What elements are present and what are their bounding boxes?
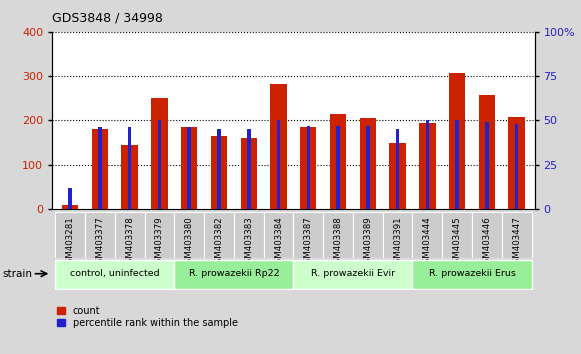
Bar [92, 129, 108, 209]
Bar [330, 114, 346, 209]
Text: GSM403387: GSM403387 [304, 216, 313, 269]
Bar [211, 136, 227, 209]
Text: control, uninfected: control, uninfected [70, 269, 160, 278]
Text: GSM403447: GSM403447 [512, 216, 521, 269]
Bar [157, 120, 162, 209]
Bar [336, 126, 340, 209]
Text: GSM403446: GSM403446 [482, 216, 492, 269]
Bar [204, 212, 234, 258]
Text: GSM403383: GSM403383 [244, 216, 253, 269]
Bar [472, 212, 502, 258]
Bar [62, 205, 78, 209]
Bar [293, 212, 323, 258]
Text: GSM403384: GSM403384 [274, 216, 283, 269]
Bar [128, 127, 131, 209]
Bar [389, 143, 406, 209]
Bar [485, 122, 489, 209]
Bar [115, 212, 145, 258]
Bar [55, 212, 85, 258]
Bar [241, 138, 257, 209]
Bar [508, 117, 525, 209]
Bar [300, 127, 317, 209]
Bar [85, 212, 115, 258]
Bar [449, 73, 465, 209]
Bar [502, 212, 532, 258]
Text: GSM403391: GSM403391 [393, 216, 402, 269]
Bar [188, 127, 191, 209]
Legend: count, percentile rank within the sample: count, percentile rank within the sample [57, 306, 238, 328]
Bar [174, 260, 293, 289]
Bar [151, 98, 168, 209]
Bar [145, 212, 174, 258]
Bar [69, 188, 72, 209]
Bar [98, 127, 102, 209]
Bar [234, 212, 264, 258]
Bar [293, 260, 413, 289]
Bar [270, 84, 286, 209]
Bar [456, 120, 459, 209]
Text: GSM403281: GSM403281 [66, 216, 74, 269]
Bar [323, 212, 353, 258]
Bar [353, 212, 383, 258]
Bar [55, 260, 174, 289]
Bar [366, 126, 370, 209]
Text: R. prowazekii Erus: R. prowazekii Erus [429, 269, 515, 278]
Bar [307, 126, 310, 209]
Bar [515, 124, 518, 209]
Bar [396, 129, 399, 209]
Bar [360, 118, 376, 209]
Bar [174, 212, 204, 258]
Bar [413, 212, 442, 258]
Bar [383, 212, 413, 258]
Bar [181, 127, 198, 209]
Bar [413, 260, 532, 289]
Bar [419, 122, 436, 209]
Text: GSM403389: GSM403389 [363, 216, 372, 269]
Text: GSM403388: GSM403388 [333, 216, 343, 269]
Bar [264, 212, 293, 258]
Text: R. prowazekii Rp22: R. prowazekii Rp22 [189, 269, 279, 278]
Text: GSM403379: GSM403379 [155, 216, 164, 269]
Bar [277, 120, 280, 209]
Text: strain: strain [3, 269, 33, 279]
Bar [247, 129, 250, 209]
Text: GSM403444: GSM403444 [423, 216, 432, 269]
Text: GSM403377: GSM403377 [95, 216, 105, 269]
Bar [217, 129, 221, 209]
Text: GSM403378: GSM403378 [125, 216, 134, 269]
Text: GSM403445: GSM403445 [453, 216, 462, 269]
Text: GSM403382: GSM403382 [214, 216, 224, 269]
Bar [479, 95, 495, 209]
Text: GDS3848 / 34998: GDS3848 / 34998 [52, 12, 163, 25]
Bar [121, 145, 138, 209]
Text: R. prowazekii Evir: R. prowazekii Evir [311, 269, 395, 278]
Bar [442, 212, 472, 258]
Text: GSM403380: GSM403380 [185, 216, 193, 269]
Bar [425, 120, 429, 209]
